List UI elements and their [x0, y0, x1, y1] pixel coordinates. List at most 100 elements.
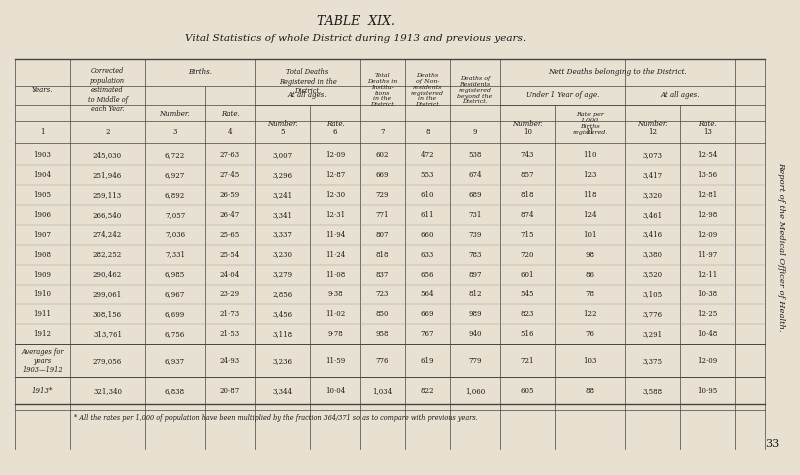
Text: 6,967: 6,967: [165, 291, 185, 298]
Text: Nett Deaths belonging to the District.: Nett Deaths belonging to the District.: [548, 68, 687, 76]
Text: 251,946: 251,946: [93, 171, 122, 179]
Text: 7,036: 7,036: [165, 231, 185, 238]
Text: 12·09: 12·09: [698, 231, 718, 238]
Text: 516: 516: [521, 331, 534, 338]
Text: 3,105: 3,105: [642, 291, 662, 298]
Text: 6,927: 6,927: [165, 171, 185, 179]
Text: Rate.: Rate.: [698, 120, 717, 127]
Text: 3,341: 3,341: [273, 211, 293, 218]
Text: 1904: 1904: [34, 171, 51, 179]
Text: 123: 123: [583, 171, 597, 179]
Text: 989: 989: [468, 311, 482, 318]
Text: 23·29: 23·29: [220, 291, 240, 298]
Text: 24·93: 24·93: [220, 357, 240, 365]
Text: 3,291: 3,291: [642, 331, 662, 338]
Text: 308,156: 308,156: [93, 311, 122, 318]
Text: 2: 2: [106, 128, 110, 136]
Text: 12·09: 12·09: [325, 151, 345, 159]
Text: 8: 8: [426, 128, 430, 136]
Text: 783: 783: [468, 251, 482, 258]
Text: 1,034: 1,034: [373, 387, 393, 395]
Text: Under 1 Year of age.: Under 1 Year of age.: [526, 91, 599, 99]
Text: 12·54: 12·54: [698, 151, 718, 159]
Text: 6,699: 6,699: [165, 311, 185, 318]
Text: 3,776: 3,776: [642, 311, 662, 318]
Text: 3,588: 3,588: [642, 387, 662, 395]
Text: 850: 850: [376, 311, 390, 318]
Text: 5: 5: [280, 128, 285, 136]
Text: 3,344: 3,344: [273, 387, 293, 395]
Text: 1906: 1906: [34, 211, 51, 218]
Text: 26·59: 26·59: [220, 191, 240, 199]
Text: Births.: Births.: [188, 68, 212, 76]
Text: 103: 103: [583, 357, 597, 365]
Text: 259,113: 259,113: [93, 191, 122, 199]
Text: Vital Statistics of whole District during 1913 and previous years.: Vital Statistics of whole District durin…: [186, 35, 526, 43]
Text: 27·45: 27·45: [220, 171, 240, 179]
Text: Years.: Years.: [32, 86, 54, 94]
Text: 553: 553: [421, 171, 434, 179]
Text: Number.: Number.: [267, 120, 298, 127]
Text: 12·87: 12·87: [325, 171, 345, 179]
Text: 538: 538: [468, 151, 482, 159]
Text: 3: 3: [173, 128, 177, 136]
Text: 313,761: 313,761: [93, 331, 122, 338]
Text: 274,242: 274,242: [93, 231, 122, 238]
Text: 3,118: 3,118: [273, 331, 293, 338]
Text: 669: 669: [376, 171, 390, 179]
Text: 656: 656: [421, 271, 434, 278]
Text: Number.: Number.: [637, 120, 668, 127]
Text: Total Deaths
Registered in the
District.: Total Deaths Registered in the District.: [278, 68, 336, 95]
Text: 1908: 1908: [34, 251, 51, 258]
Text: 940: 940: [468, 331, 482, 338]
Text: Averages for
years
1903—1912: Averages for years 1903—1912: [22, 348, 64, 374]
Text: 12·11: 12·11: [698, 271, 718, 278]
Text: 837: 837: [376, 271, 389, 278]
Text: 1: 1: [40, 128, 45, 136]
Text: 9: 9: [473, 128, 478, 136]
Text: 33: 33: [765, 439, 779, 449]
Text: 1913*: 1913*: [32, 387, 54, 395]
Text: 779: 779: [468, 357, 482, 365]
Text: 11·02: 11·02: [325, 311, 345, 318]
Text: 602: 602: [376, 151, 390, 159]
Text: 723: 723: [376, 291, 389, 298]
Text: Rate per
1,000
Births
registered.: Rate per 1,000 Births registered.: [572, 112, 608, 135]
Text: At all ages.: At all ages.: [660, 91, 700, 99]
Text: 731: 731: [468, 211, 482, 218]
Text: Rate.: Rate.: [326, 120, 344, 127]
Text: 88: 88: [586, 387, 594, 395]
Text: 12·09: 12·09: [698, 357, 718, 365]
Text: 1909: 1909: [34, 271, 51, 278]
Text: 282,252: 282,252: [93, 251, 122, 258]
Text: 12: 12: [648, 128, 657, 136]
Text: Deaths of
Residents
registered
beyond the
District.: Deaths of Residents registered beyond th…: [458, 76, 493, 104]
Text: 3,320: 3,320: [642, 191, 662, 199]
Text: 25·65: 25·65: [220, 231, 240, 238]
Text: 472: 472: [421, 151, 434, 159]
Text: 10·95: 10·95: [698, 387, 718, 395]
Text: Number.: Number.: [160, 110, 190, 118]
Text: 3,456: 3,456: [273, 311, 293, 318]
Text: 1907: 1907: [34, 231, 51, 238]
Text: 110: 110: [583, 151, 597, 159]
Text: Number.: Number.: [512, 120, 543, 127]
Text: 7: 7: [380, 128, 385, 136]
Text: 124: 124: [583, 211, 597, 218]
Text: 290,462: 290,462: [93, 271, 122, 278]
Text: 720: 720: [521, 251, 534, 258]
Text: 21·53: 21·53: [220, 331, 240, 338]
Text: 897: 897: [468, 271, 482, 278]
Text: 3,417: 3,417: [642, 171, 662, 179]
Text: 3,416: 3,416: [642, 231, 662, 238]
Text: 767: 767: [421, 331, 434, 338]
Text: 122: 122: [583, 311, 597, 318]
Text: Corrected
population
estimated
to Middle of
each Year.: Corrected population estimated to Middle…: [87, 67, 127, 113]
Text: 857: 857: [521, 171, 534, 179]
Text: 12·81: 12·81: [698, 191, 718, 199]
Text: 321,340: 321,340: [93, 387, 122, 395]
Text: 6,985: 6,985: [165, 271, 185, 278]
Text: 26·47: 26·47: [220, 211, 240, 218]
Text: 818: 818: [521, 191, 534, 199]
Text: 101: 101: [583, 231, 597, 238]
